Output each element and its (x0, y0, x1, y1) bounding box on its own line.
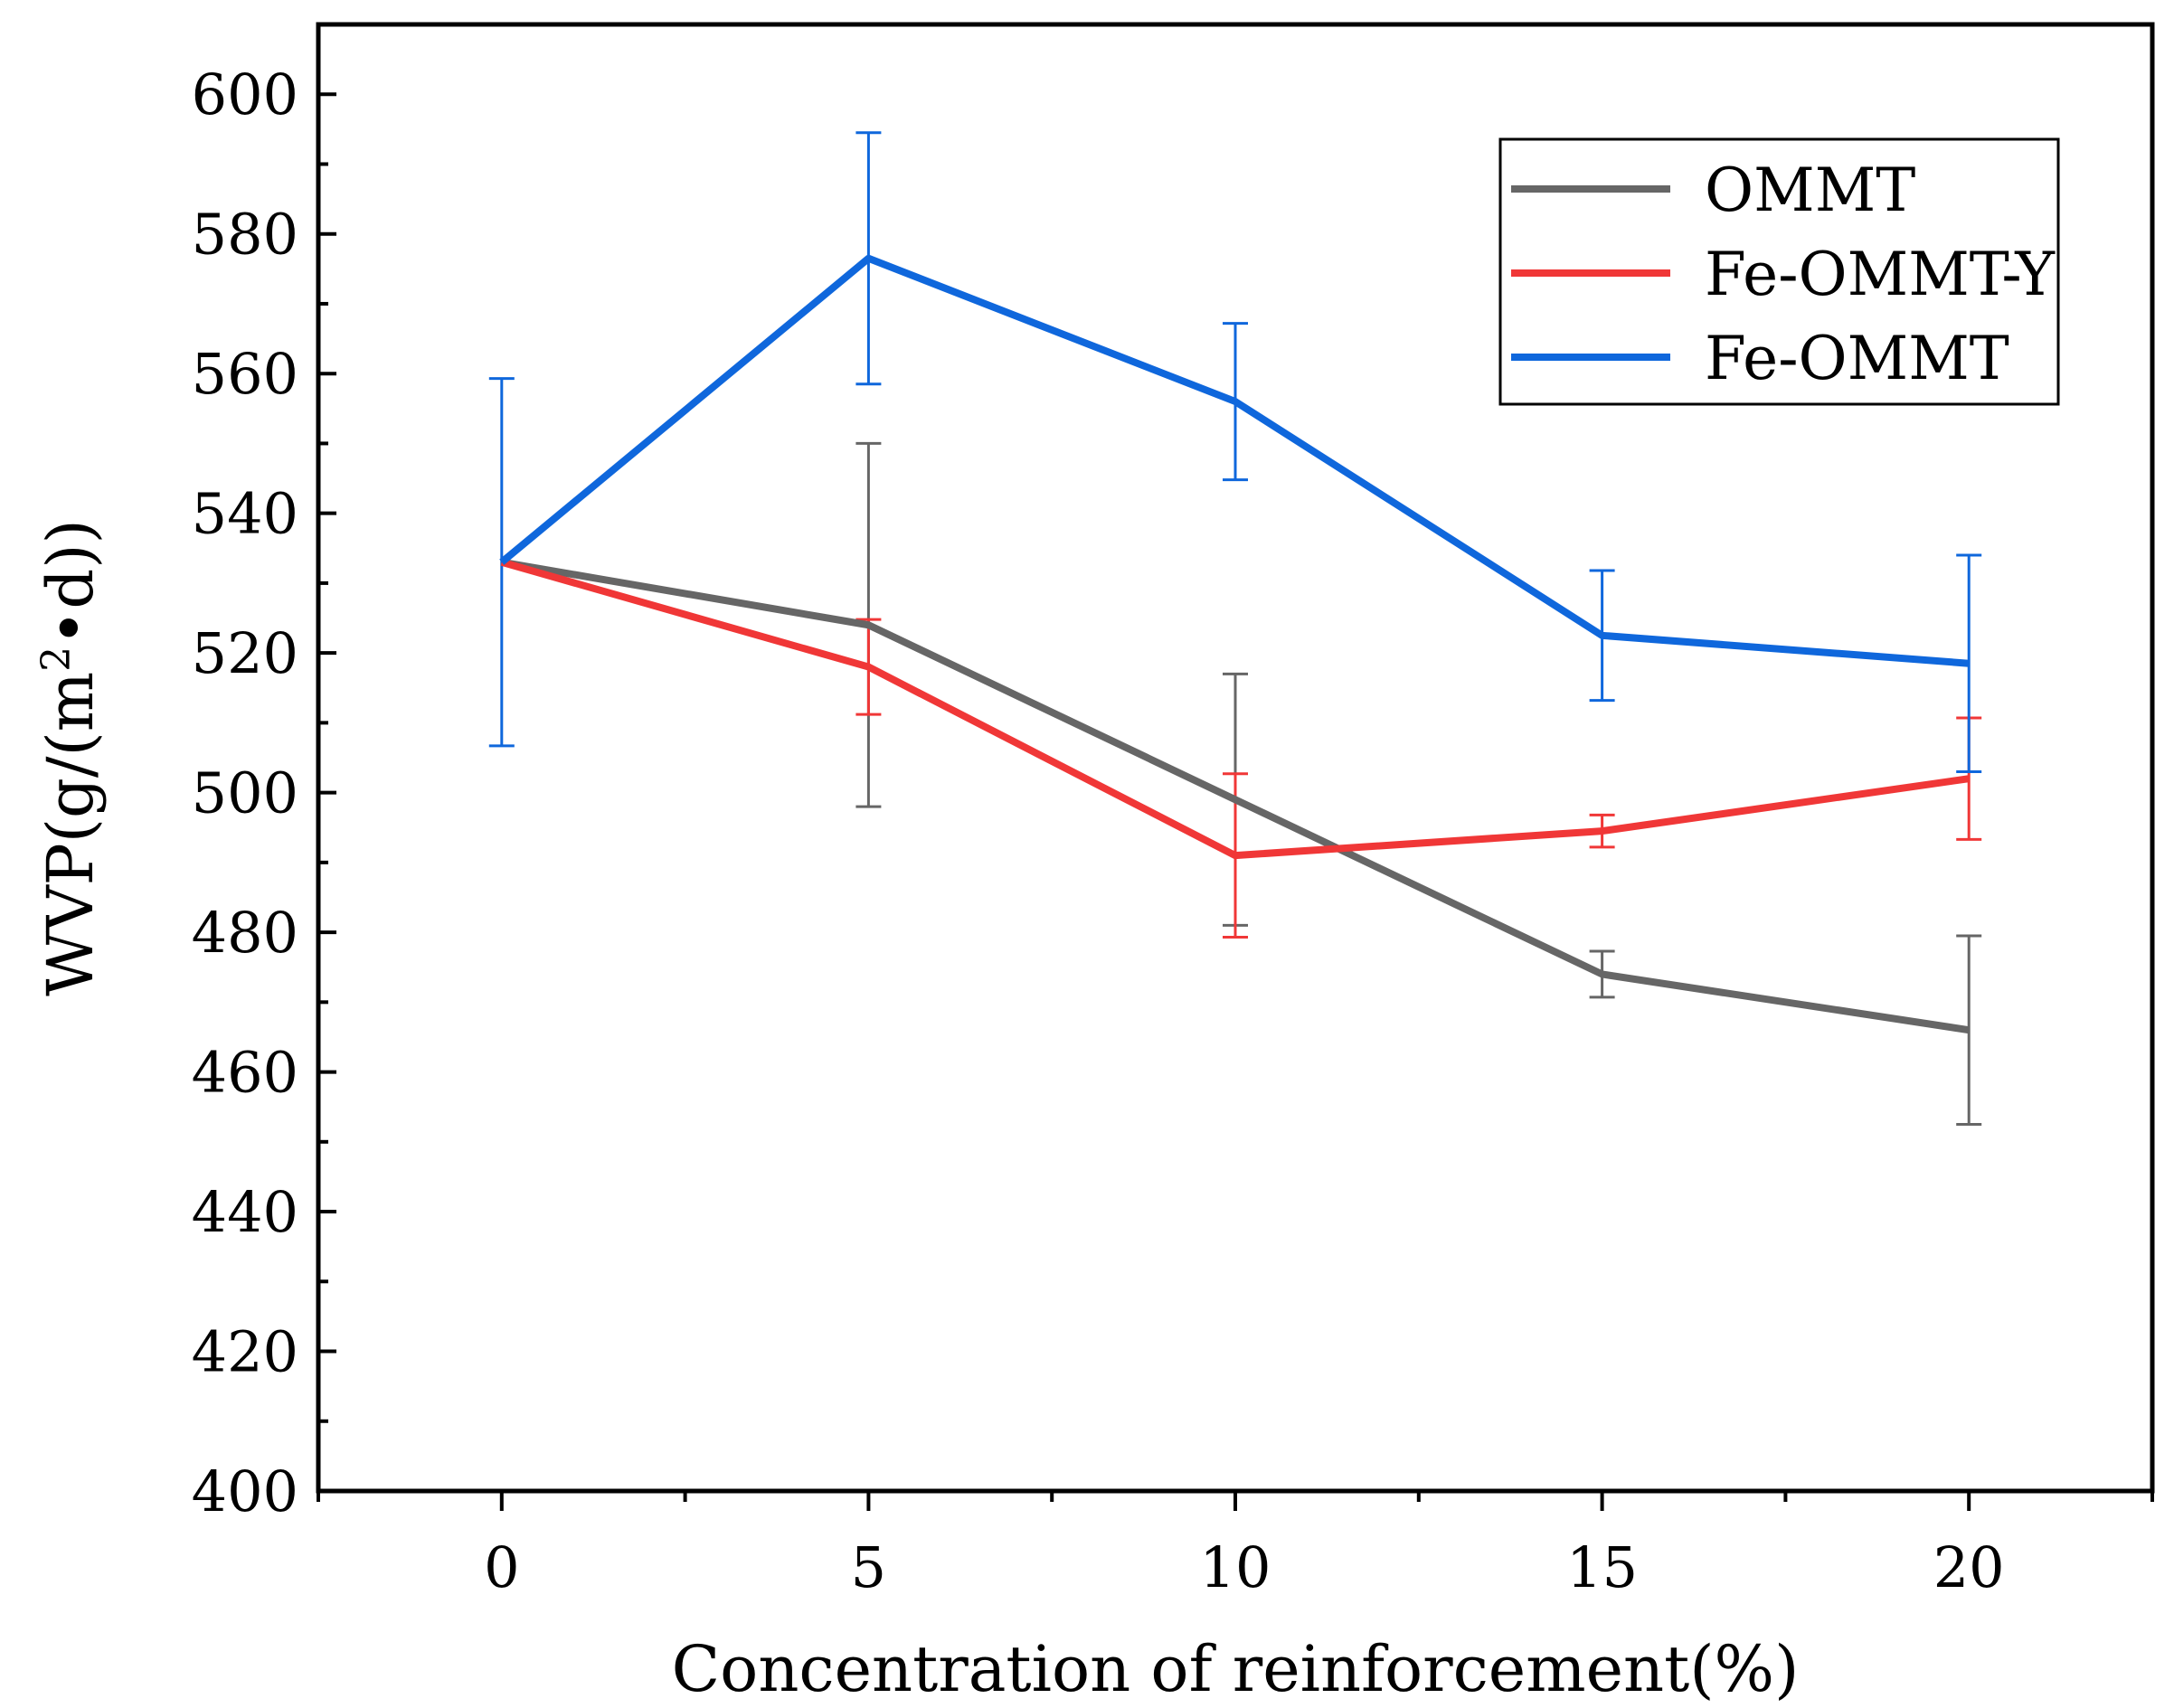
series-line-fe-ommt (499, 254, 1970, 667)
y-axis-label-main: WVP(g/(m (33, 672, 108, 996)
y-tick-label: 600 (192, 61, 298, 127)
series-line-fe-ommt-y (500, 558, 1970, 860)
y-tick-label: 540 (192, 481, 298, 547)
y-tick-label: 460 (192, 1040, 298, 1106)
y-tick-label: 420 (192, 1319, 298, 1385)
series-line-ommt (501, 558, 1970, 1034)
x-tick-label: 5 (851, 1534, 886, 1600)
y-tick-label: 580 (192, 202, 298, 268)
y-tick-label: 400 (192, 1458, 298, 1524)
x-tick-label: 15 (1566, 1534, 1638, 1600)
y-tick-label: 520 (192, 620, 298, 686)
y-axis-label: WVP(g/(m2•d)) (33, 519, 109, 996)
legend-label: OMMT (1705, 156, 1915, 225)
y-tick-label: 480 (192, 900, 298, 966)
x-tick-label: 0 (484, 1534, 519, 1600)
y-axis-label-tail: •d)) (33, 519, 108, 646)
y-tick-label: 500 (192, 760, 298, 826)
legend-label: Fe-OMMT (1705, 324, 2009, 393)
x-tick-label: 10 (1200, 1534, 1271, 1600)
y-tick-label: 560 (192, 341, 298, 407)
x-axis-label: Concentration of reinforcement(%) (672, 1632, 1800, 1706)
y-tick-label: 440 (192, 1179, 298, 1245)
x-tick-label: 20 (1933, 1534, 2005, 1600)
legend-label: Fe-OMMT-Y (1705, 240, 2056, 309)
y-axis-label-superscript: 2 (33, 646, 80, 672)
